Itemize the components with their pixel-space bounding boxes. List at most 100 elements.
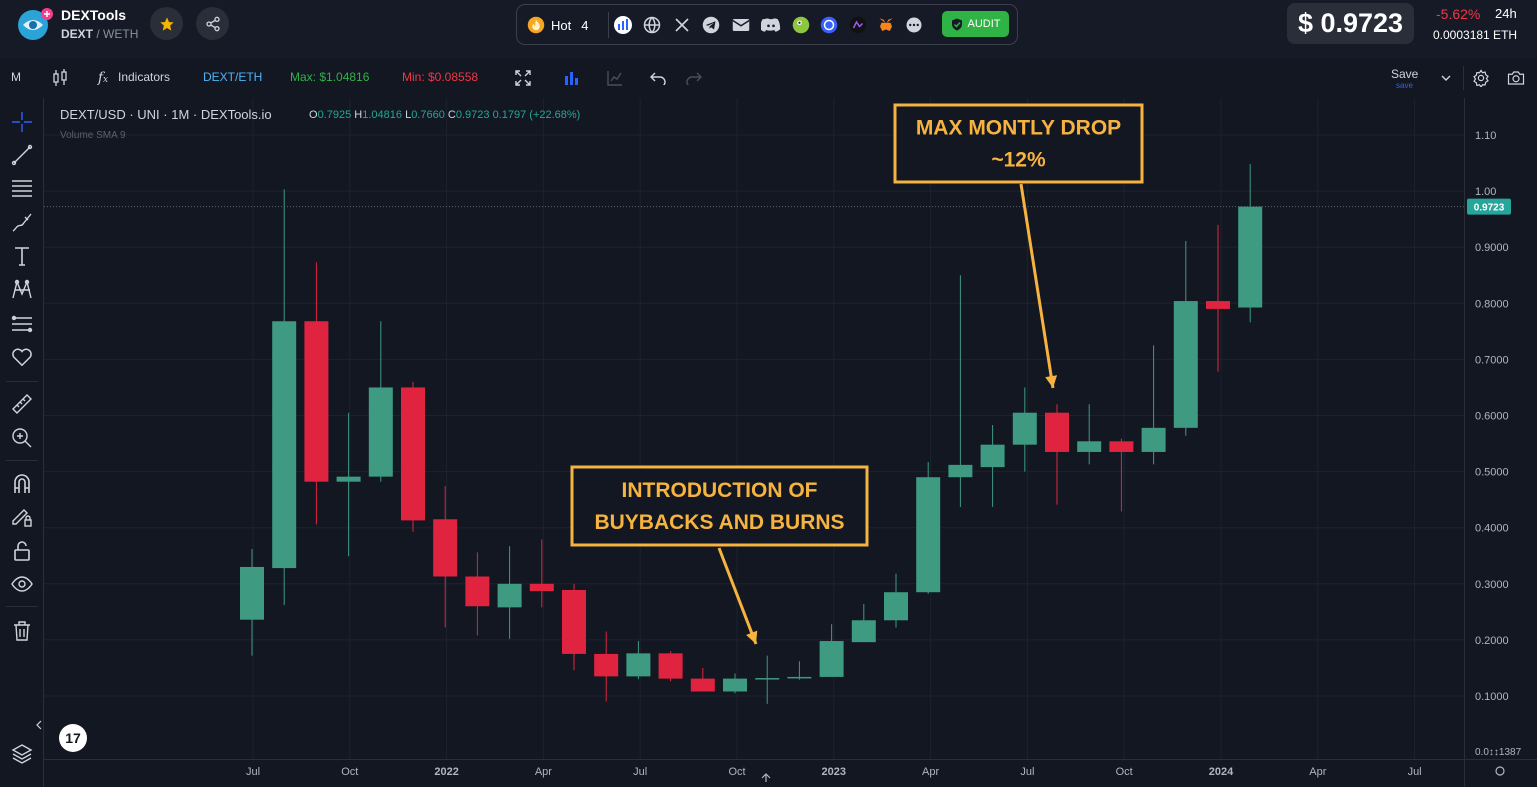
token-name: DEXTools (61, 7, 127, 23)
candle-body (1206, 301, 1230, 309)
layers-icon (11, 744, 33, 764)
website-link[interactable] (642, 15, 662, 35)
snapshot-button[interactable] (1506, 68, 1526, 88)
candlestick-chart[interactable]: 0.1000 0.2000 0.3000 0.4000 0.5000 0.6000 0.70… (44, 98, 1537, 787)
magnet-tool[interactable] (10, 472, 34, 496)
x-tick-label: Jul (1408, 766, 1422, 778)
coinmarketcap-link[interactable] (819, 15, 839, 35)
trash-icon (14, 621, 30, 641)
divider (608, 12, 609, 38)
annotation-box (893, 103, 1144, 184)
chart-type-button[interactable] (50, 68, 70, 88)
candle-body (916, 477, 941, 593)
save-button[interactable]: Save (1391, 67, 1419, 81)
annotation-text: ~12% (991, 149, 1046, 172)
brush-tool[interactable] (10, 210, 34, 234)
min-price-label: Min: $0.08558 (402, 70, 479, 84)
collapse-sidebar-button[interactable] (34, 713, 44, 737)
lock-drawings-tool[interactable] (10, 539, 34, 563)
email-link[interactable] (731, 15, 751, 35)
line-chart-icon (607, 71, 622, 86)
timeframe-selector[interactable]: M (11, 70, 21, 84)
tradingview-logo-mark: 17 (65, 730, 81, 746)
redo-button[interactable] (684, 68, 704, 88)
coingecko-link[interactable] (791, 15, 811, 35)
volume-indicator-label: Volume SMA 9 (60, 130, 126, 141)
y-tick-label: 0.4000 (1475, 523, 1509, 535)
x-tick-label: Oct (341, 766, 358, 778)
y-tick-label: 0.1000 (1475, 691, 1509, 703)
horizontal-lines-tool[interactable] (10, 176, 34, 200)
indicators-icon[interactable]: fx (93, 68, 113, 88)
measure-tool[interactable] (10, 392, 34, 416)
ohlc-legend: O0.7925 H1.04816 L0.7660 C0.9723 0.1797 … (309, 109, 580, 121)
gear-icon (1473, 69, 1489, 87)
pattern-tool[interactable] (10, 278, 34, 302)
explorer-link[interactable] (848, 15, 868, 35)
heart-icon (12, 348, 32, 367)
candle-body (1141, 427, 1166, 452)
crosshair-tool[interactable] (10, 110, 34, 134)
low-key: L (405, 109, 412, 121)
drawing-tools-sidebar (0, 98, 44, 787)
candle-body (401, 387, 425, 521)
x-tick-label: Oct (1116, 766, 1133, 778)
annotation-text: MAX MONTLY DROP (916, 117, 1121, 140)
save-menu-button[interactable] (1436, 68, 1456, 88)
favorites-tool[interactable] (10, 345, 34, 369)
compare-button[interactable] (605, 68, 625, 88)
price-change: -5.62% (1436, 6, 1481, 22)
chart-site-link[interactable] (613, 15, 633, 35)
y-tick-label: 1.10 (1475, 130, 1496, 142)
hide-drawings-tool[interactable] (10, 572, 34, 596)
remove-drawings-tool[interactable] (10, 619, 34, 643)
metamask-link[interactable] (876, 15, 896, 35)
favorite-button[interactable] (150, 7, 183, 40)
token-pair: DEXT / WETH (61, 27, 138, 41)
text-tool[interactable] (10, 244, 34, 268)
candle-body (1238, 206, 1263, 308)
candle-body (690, 678, 715, 692)
zoom-tool[interactable] (10, 426, 34, 450)
more-links-button[interactable] (904, 15, 924, 35)
undo-button[interactable] (648, 68, 668, 88)
discord-link[interactable] (761, 15, 781, 35)
change-value: 0.1797 (+22.68%) (492, 109, 581, 121)
chart-background (44, 98, 1537, 787)
chart-area[interactable]: 0.1000 0.2000 0.3000 0.4000 0.5000 0.6000 0.70… (44, 98, 1537, 787)
eth-price: 0.0003181 ETH (1433, 28, 1518, 42)
candle-body (304, 321, 329, 482)
x-twitter-link[interactable] (672, 15, 692, 35)
object-tree-button[interactable] (10, 742, 34, 766)
drawing-mode-tool[interactable] (10, 505, 34, 529)
audit-button[interactable]: AUDIT (942, 11, 1009, 37)
settings-button[interactable] (1471, 68, 1491, 88)
expand-icon (515, 70, 531, 86)
hot-badge[interactable]: Hot 4 (527, 13, 588, 37)
share-button[interactable] (196, 7, 229, 40)
star-icon (159, 16, 174, 31)
candle-body (884, 592, 908, 621)
chart-legend-title[interactable]: DEXT/USD · UNI · 1M · DEXTools.io (60, 107, 272, 122)
pair-base: DEXT (61, 27, 94, 41)
hot-label: Hot (551, 17, 572, 33)
pair-label[interactable]: DEXT/ETH (203, 70, 263, 84)
coinmarketcap-icon (820, 16, 838, 34)
fullscreen-button[interactable] (513, 68, 533, 88)
volume-bars-button[interactable] (562, 68, 582, 88)
candle-body (368, 387, 393, 477)
redo-icon (686, 72, 702, 85)
telegram-link[interactable] (701, 15, 721, 35)
candle-body (433, 519, 458, 577)
divider (6, 606, 38, 607)
pair-quote: / WETH (96, 27, 139, 41)
trend-line-tool[interactable] (10, 143, 34, 167)
dextools-logo[interactable] (16, 7, 54, 41)
annotation-arrowhead (1045, 375, 1058, 388)
open-value: 0.7925 (317, 109, 352, 121)
prediction-tool[interactable] (10, 312, 34, 336)
bar-chart-toggle-icon (565, 72, 578, 85)
divider (6, 381, 38, 382)
indicators-button[interactable]: Indicators (118, 70, 171, 84)
pattern-icon (12, 279, 32, 299)
